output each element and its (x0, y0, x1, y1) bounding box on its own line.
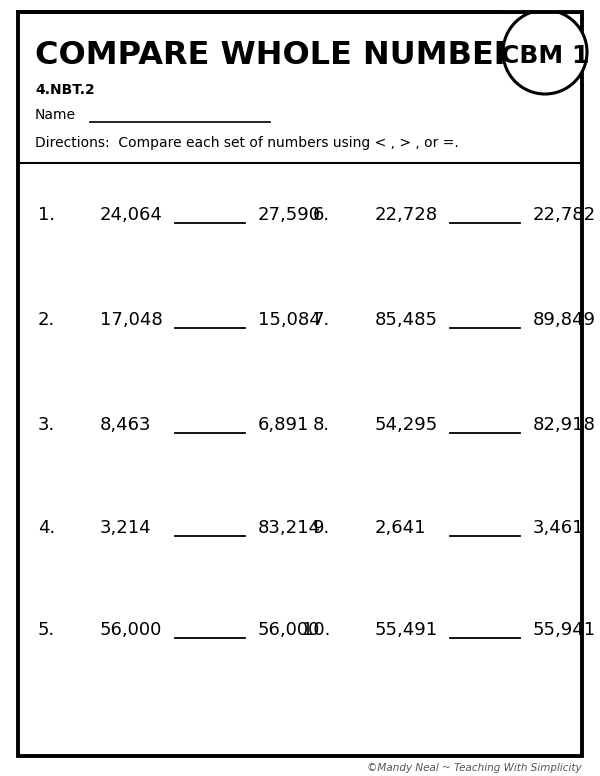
Text: 4.NBT.2: 4.NBT.2 (35, 83, 95, 97)
Text: 22,728: 22,728 (375, 206, 438, 224)
Circle shape (503, 10, 587, 94)
Text: CBM 1: CBM 1 (501, 44, 589, 68)
Text: 85,485: 85,485 (375, 311, 438, 329)
Text: 56,000: 56,000 (100, 621, 163, 639)
Text: 55,491: 55,491 (375, 621, 438, 639)
Text: 54,295: 54,295 (375, 416, 438, 434)
Text: ©Mandy Neal ~ Teaching With Simplicity: ©Mandy Neal ~ Teaching With Simplicity (367, 763, 582, 773)
Text: 22,782: 22,782 (533, 206, 596, 224)
Text: 17,048: 17,048 (100, 311, 163, 329)
Text: 8,463: 8,463 (100, 416, 151, 434)
Text: 24,064: 24,064 (100, 206, 163, 224)
Text: 3,214: 3,214 (100, 519, 152, 537)
Text: 6.: 6. (313, 206, 330, 224)
Text: 56,000: 56,000 (258, 621, 320, 639)
Text: 7.: 7. (313, 311, 330, 329)
Text: 83,214: 83,214 (258, 519, 321, 537)
Text: 27,590: 27,590 (258, 206, 321, 224)
Text: 82,918: 82,918 (533, 416, 596, 434)
Text: 89,849: 89,849 (533, 311, 596, 329)
Text: 8.: 8. (313, 416, 330, 434)
Text: 10.: 10. (302, 621, 330, 639)
Text: 3.: 3. (38, 416, 55, 434)
Text: 55,941: 55,941 (533, 621, 596, 639)
Text: 9.: 9. (313, 519, 330, 537)
Text: 1.: 1. (38, 206, 55, 224)
Text: 15,084: 15,084 (258, 311, 321, 329)
Text: 3,461: 3,461 (533, 519, 584, 537)
Text: COMPARE WHOLE NUMBERS: COMPARE WHOLE NUMBERS (35, 40, 541, 71)
Bar (501, 0, 593, 13)
Text: 2.: 2. (38, 311, 55, 329)
Text: 4.: 4. (38, 519, 55, 537)
Text: 5.: 5. (38, 621, 55, 639)
Text: 2,641: 2,641 (375, 519, 427, 537)
Text: 6,891: 6,891 (258, 416, 310, 434)
Text: Name: Name (35, 108, 76, 122)
Text: Directions:  Compare each set of numbers using < , > , or =.: Directions: Compare each set of numbers … (35, 136, 459, 150)
